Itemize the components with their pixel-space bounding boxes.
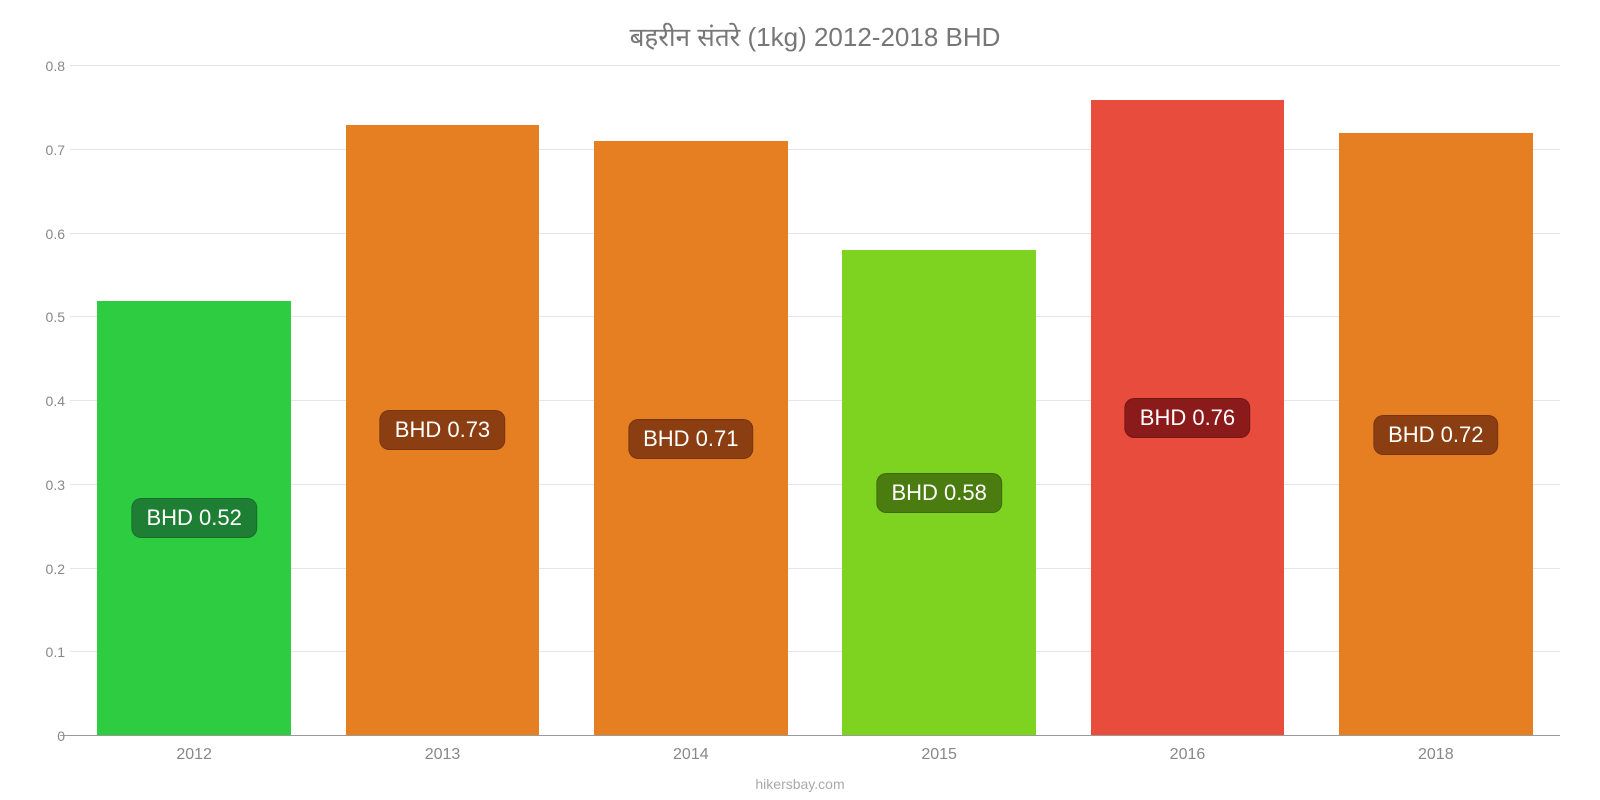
y-tick: 0.1 — [20, 644, 65, 660]
value-badge: BHD 0.52 — [131, 498, 256, 538]
bar-2013: BHD 0.73 — [346, 125, 540, 736]
x-axis-baseline — [60, 735, 1560, 736]
y-tick: 0.6 — [20, 226, 65, 242]
bars-row: BHD 0.52 2012 BHD 0.73 2013 BHD 0.71 201… — [70, 66, 1560, 736]
chart-container: बहरीन संतरे (1kg) 2012-2018 BHD 0.8 0.7 … — [0, 0, 1600, 800]
x-axis-label: 2013 — [425, 746, 461, 764]
y-tick: 0.2 — [20, 561, 65, 577]
bar-2018: BHD 0.72 — [1339, 133, 1533, 736]
y-tick: 0.5 — [20, 309, 65, 325]
value-badge: BHD 0.76 — [1125, 398, 1250, 438]
value-badge: BHD 0.73 — [380, 410, 505, 450]
plot-area: 0.8 0.7 0.6 0.5 0.4 0.3 0.2 0.1 0 BHD 0.… — [70, 66, 1560, 736]
y-tick: 0.8 — [20, 58, 65, 74]
x-axis-label: 2014 — [673, 746, 709, 764]
bar-slot: BHD 0.71 2014 — [567, 66, 815, 736]
value-badge: BHD 0.58 — [876, 473, 1001, 513]
attribution-text: hikersbay.com — [755, 776, 844, 792]
value-badge: BHD 0.72 — [1373, 415, 1498, 455]
x-axis-label: 2015 — [921, 746, 957, 764]
chart-title: बहरीन संतरे (1kg) 2012-2018 BHD — [70, 18, 1560, 54]
y-tick: 0.3 — [20, 477, 65, 493]
bar-slot: BHD 0.58 2015 — [815, 66, 1063, 736]
bar-slot: BHD 0.73 2013 — [318, 66, 566, 736]
bar-slot: BHD 0.72 2018 — [1312, 66, 1560, 736]
bar-2014: BHD 0.71 — [594, 141, 788, 736]
bar-slot: BHD 0.76 2016 — [1063, 66, 1311, 736]
bar-slot: BHD 0.52 2012 — [70, 66, 318, 736]
x-axis-label: 2018 — [1418, 746, 1454, 764]
x-axis-label: 2016 — [1170, 746, 1206, 764]
bar-2012: BHD 0.52 — [97, 301, 291, 737]
y-axis: 0.8 0.7 0.6 0.5 0.4 0.3 0.2 0.1 0 — [20, 66, 65, 736]
bar-2015: BHD 0.58 — [842, 250, 1036, 736]
x-axis-label: 2012 — [176, 746, 212, 764]
y-tick: 0 — [20, 728, 65, 744]
y-tick: 0.7 — [20, 142, 65, 158]
value-badge: BHD 0.71 — [628, 419, 753, 459]
y-tick: 0.4 — [20, 393, 65, 409]
bar-2016: BHD 0.76 — [1091, 100, 1285, 737]
